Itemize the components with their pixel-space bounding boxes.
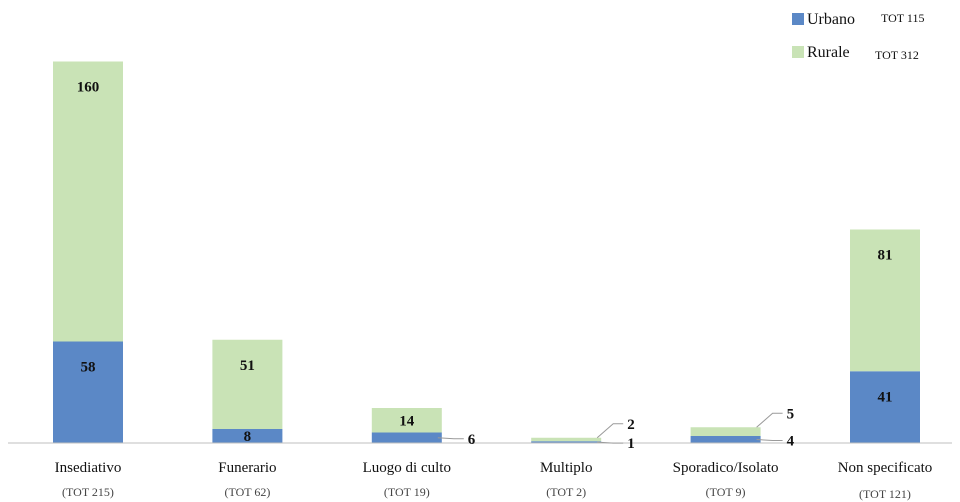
value-label-rurale-funerario: 51	[240, 358, 255, 374]
bar-urbano-sporadico-isolato	[690, 436, 761, 443]
category-total-funerario: (TOT 62)	[224, 485, 270, 499]
value-label-urbano-funerario: 8	[244, 429, 252, 445]
value-label-rurale-insediativo: 160	[77, 80, 100, 96]
bar-rurale-multiplo	[531, 437, 602, 442]
legend-label-rurale: Rurale	[807, 44, 850, 61]
bar-urbano-luogo-di-culto	[371, 432, 442, 443]
value-label-rurale-luogo-di-culto: 14	[399, 413, 415, 429]
value-label-rurale-multiplo: 2	[627, 417, 635, 433]
bar-urbano-funerario	[212, 429, 283, 443]
value-label-rurale-sporadico-isolato: 5	[787, 406, 795, 422]
value-label-urbano-multiplo: 1	[627, 436, 635, 452]
category-total-multiplo: (TOT 2)	[546, 485, 586, 499]
bar-urbano-insediativo	[53, 341, 123, 443]
leader-line-urbano-luogo-di-culto	[437, 437, 464, 440]
x-tick-label-sporadico-isolato: Sporadico/Isolato	[673, 460, 779, 476]
bars-layer	[53, 61, 920, 443]
legend: Urbano TOT 115 Rurale TOT 312	[792, 11, 924, 62]
x-tick-label-luogo-di-culto: Luogo di culto	[363, 460, 451, 476]
bar-rurale-insediativo	[53, 61, 123, 342]
x-tick-label-multiplo: Multiplo	[540, 460, 593, 476]
x-tick-label-insediativo: Insediativo	[55, 460, 122, 476]
value-label-urbano-luogo-di-culto: 6	[468, 432, 476, 448]
bar-urbano-multiplo	[531, 441, 602, 443]
bar-rurale-non-specificato	[850, 229, 920, 372]
value-label-urbano-insediativo: 58	[81, 360, 96, 376]
category-total-insediativo: (TOT 215)	[62, 485, 114, 499]
bar-rurale-sporadico-isolato	[690, 427, 761, 436]
value-label-urbano-sporadico-isolato: 4	[787, 434, 795, 450]
bar-rurale-funerario	[212, 339, 283, 429]
bar-rurale-luogo-di-culto	[371, 408, 442, 433]
legend-item-urbano: Urbano TOT 115	[792, 11, 924, 28]
legend-total-rurale: TOT 312	[875, 48, 919, 62]
leader-line-rurale-sporadico-isolato	[756, 412, 783, 428]
legend-swatch-urbano	[792, 13, 804, 25]
legend-label-urbano: Urbano	[807, 11, 855, 28]
legend-item-rurale: Rurale TOT 312	[792, 44, 919, 62]
legend-swatch-rurale	[792, 46, 804, 58]
leader-line-urbano-sporadico-isolato	[756, 439, 783, 441]
value-label-rurale-non-specificato: 81	[878, 248, 893, 264]
leader-line-rurale-multiplo	[596, 423, 624, 439]
bar-urbano-non-specificato	[850, 371, 920, 443]
x-tick-label-non-specificato: Non specificato	[838, 460, 933, 476]
value-label-urbano-non-specificato: 41	[878, 389, 893, 405]
legend-total-urbano: TOT 115	[881, 11, 924, 25]
category-total-sporadico-isolato: (TOT 9)	[706, 485, 746, 499]
category-total-luogo-di-culto: (TOT 19)	[384, 485, 430, 499]
x-tick-label-funerario: Funerario	[218, 460, 276, 476]
leader-line-urbano-multiplo	[597, 441, 624, 444]
category-total-non-specificato: (TOT 121)	[859, 487, 911, 501]
